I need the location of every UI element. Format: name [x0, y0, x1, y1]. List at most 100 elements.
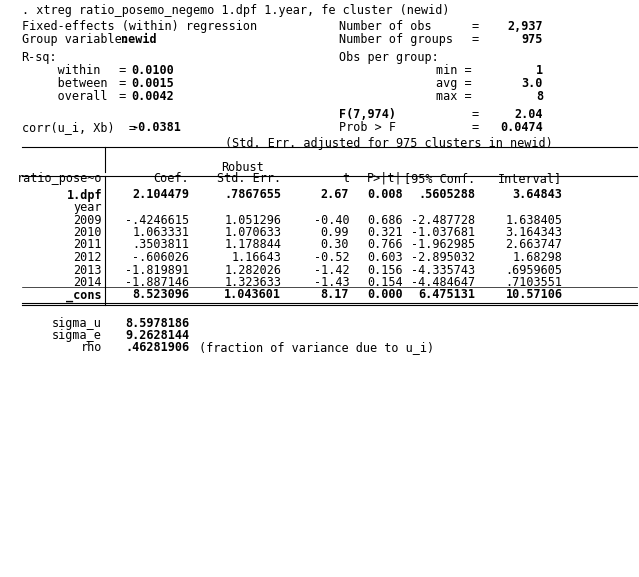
Text: _cons: _cons [66, 288, 102, 302]
Text: 8.5978186: 8.5978186 [125, 317, 189, 330]
Text: 0.008: 0.008 [367, 189, 403, 201]
Text: Number of groups: Number of groups [339, 33, 454, 46]
Text: 2.104479: 2.104479 [132, 189, 189, 201]
Text: .7867655: .7867655 [224, 189, 281, 201]
Text: 3.64843: 3.64843 [512, 189, 562, 201]
Text: 2.663747: 2.663747 [505, 238, 562, 252]
Text: 1.178844: 1.178844 [224, 238, 281, 252]
Text: 0.603: 0.603 [367, 251, 403, 264]
Text: =: = [472, 20, 479, 33]
Text: 0.0042: 0.0042 [131, 90, 174, 103]
Text: -2.487728: -2.487728 [411, 213, 475, 227]
Text: F(7,974): F(7,974) [339, 108, 396, 121]
Text: 0.154: 0.154 [367, 276, 403, 289]
Text: .3503811: .3503811 [132, 238, 189, 252]
Text: Obs per group:: Obs per group: [339, 51, 439, 64]
Text: min =: min = [436, 64, 472, 77]
Text: . xtreg ratio_posemo_negemo 1.dpf 1.year, fe cluster (newid): . xtreg ratio_posemo_negemo 1.dpf 1.year… [22, 4, 449, 17]
Text: -.4246615: -.4246615 [125, 213, 189, 227]
Text: 0.156: 0.156 [367, 264, 403, 276]
Text: 2.67: 2.67 [321, 189, 349, 201]
Text: 2012: 2012 [73, 251, 102, 264]
Text: 10.57106: 10.57106 [505, 288, 562, 302]
Text: 1.043601: 1.043601 [224, 288, 281, 302]
Text: 6.475131: 6.475131 [418, 288, 475, 302]
Text: =: = [112, 77, 133, 90]
Text: 0.321: 0.321 [367, 226, 403, 239]
Text: 0.30: 0.30 [321, 238, 349, 252]
Text: Robust: Robust [221, 161, 264, 174]
Text: 1.051296: 1.051296 [224, 213, 281, 227]
Text: =: = [112, 90, 133, 103]
Text: overall: overall [22, 90, 107, 103]
Text: t: t [342, 172, 349, 185]
Text: -4.335743: -4.335743 [411, 264, 475, 276]
Text: 2013: 2013 [73, 264, 102, 276]
Text: -1.42: -1.42 [314, 264, 349, 276]
Text: -4.484647: -4.484647 [411, 276, 475, 289]
Text: 1.638405: 1.638405 [505, 213, 562, 227]
Text: sigma_u: sigma_u [52, 317, 102, 330]
Text: 8.17: 8.17 [321, 288, 349, 302]
Text: -0.52: -0.52 [314, 251, 349, 264]
Text: -1.887146: -1.887146 [125, 276, 189, 289]
Text: -0.40: -0.40 [314, 213, 349, 227]
Text: year: year [73, 201, 102, 214]
Text: Group variable:: Group variable: [22, 33, 135, 46]
Text: -2.895032: -2.895032 [411, 251, 475, 264]
Text: .46281906: .46281906 [125, 341, 189, 354]
Text: 8: 8 [536, 90, 543, 103]
Text: -.606026: -.606026 [132, 251, 189, 264]
Text: 1.68298: 1.68298 [512, 251, 562, 264]
Text: =: = [112, 64, 133, 77]
Text: 1: 1 [536, 64, 543, 77]
Text: 1.070633: 1.070633 [224, 226, 281, 239]
Text: 2010: 2010 [73, 226, 102, 239]
Text: =: = [472, 108, 479, 121]
Text: 8.523096: 8.523096 [132, 288, 189, 302]
Text: 1.323633: 1.323633 [224, 276, 281, 289]
Text: 1.063331: 1.063331 [132, 226, 189, 239]
Text: 0.0474: 0.0474 [500, 121, 543, 134]
Text: 2011: 2011 [73, 238, 102, 252]
Text: 2.04: 2.04 [514, 108, 543, 121]
Text: Interval]: Interval] [498, 172, 562, 185]
Text: 3.0: 3.0 [521, 77, 543, 90]
Text: 2,937: 2,937 [507, 20, 543, 33]
Text: 3.164343: 3.164343 [505, 226, 562, 239]
Text: 0.0015: 0.0015 [131, 77, 174, 90]
Text: -1.037681: -1.037681 [411, 226, 475, 239]
Text: -1.43: -1.43 [314, 276, 349, 289]
Text: 2009: 2009 [73, 213, 102, 227]
Text: =: = [472, 121, 479, 134]
Text: 1.dpf: 1.dpf [66, 189, 102, 201]
Text: Number of obs: Number of obs [339, 20, 432, 33]
Text: avg =: avg = [436, 77, 472, 90]
Text: 0.0100: 0.0100 [131, 64, 174, 77]
Text: newid: newid [121, 33, 157, 46]
Text: ratio_pose~o: ratio_pose~o [17, 172, 102, 185]
Text: R-sq:: R-sq: [22, 51, 57, 64]
Text: rho: rho [81, 341, 102, 354]
Text: corr(u_i, Xb)  =: corr(u_i, Xb) = [22, 121, 142, 134]
Text: sigma_e: sigma_e [52, 329, 102, 342]
Text: between: between [22, 77, 107, 90]
Text: P>|t|: P>|t| [367, 172, 403, 185]
Text: 0.766: 0.766 [367, 238, 403, 252]
Text: Prob > F: Prob > F [339, 121, 396, 134]
Text: 9.2628144: 9.2628144 [125, 329, 189, 342]
Text: [95% Conf.: [95% Conf. [404, 172, 475, 185]
Text: within: within [22, 64, 100, 77]
Text: .6959605: .6959605 [505, 264, 562, 276]
Text: 0.000: 0.000 [367, 288, 403, 302]
Text: Coef.: Coef. [153, 172, 189, 185]
Text: 975: 975 [521, 33, 543, 46]
Text: -1.962985: -1.962985 [411, 238, 475, 252]
Text: 0.686: 0.686 [367, 213, 403, 227]
Text: 1.16643: 1.16643 [231, 251, 281, 264]
Text: Fixed-effects (within) regression: Fixed-effects (within) regression [22, 20, 257, 33]
Text: 0.99: 0.99 [321, 226, 349, 239]
Text: Std. Err.: Std. Err. [217, 172, 281, 185]
Text: max =: max = [436, 90, 472, 103]
Text: 1.282026: 1.282026 [224, 264, 281, 276]
